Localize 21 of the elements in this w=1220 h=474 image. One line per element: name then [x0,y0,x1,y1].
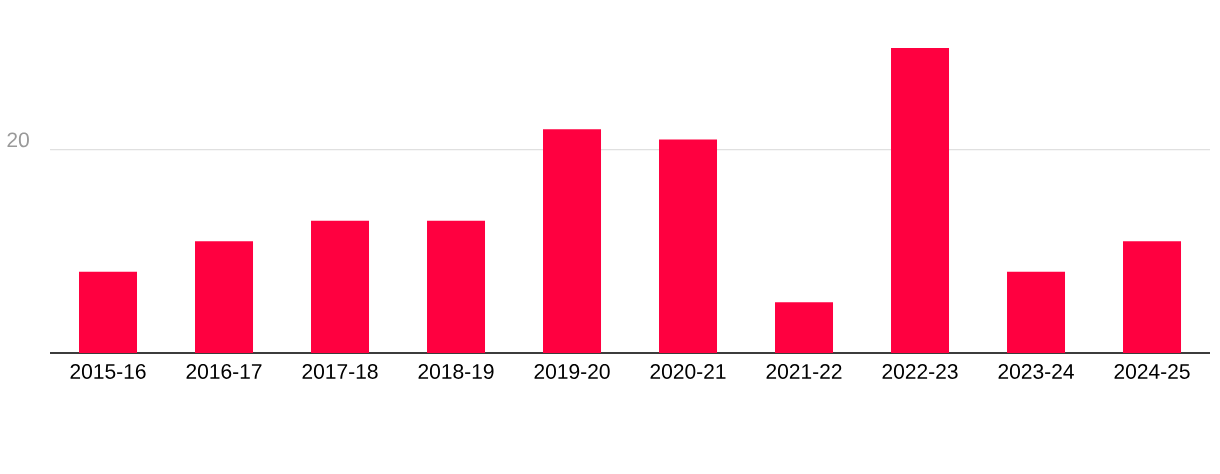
x-tick-label: 2021-22 [766,364,842,379]
bar [775,302,834,353]
x-tick-label: 2017-18 [302,364,378,379]
bar [1007,271,1066,353]
bar [311,220,370,353]
bar [79,271,138,353]
bar [891,47,950,353]
bar [195,241,254,353]
x-tick-label: 2019-20 [534,364,610,379]
bar [659,139,718,353]
y-tick-label: 20 [7,132,29,148]
x-tick-label: 2024-25 [1114,364,1190,379]
x-tick-label: 2018-19 [418,364,494,379]
bar [427,220,486,353]
x-tick-label: 2016-17 [186,364,262,379]
x-tick-label: 2023-24 [998,364,1074,379]
bar [1123,241,1182,353]
x-tick-label: 2015-16 [70,364,146,379]
x-tick-label: 2020-21 [650,364,726,379]
bar [543,129,602,353]
x-tick-label: 2022-23 [882,364,958,379]
